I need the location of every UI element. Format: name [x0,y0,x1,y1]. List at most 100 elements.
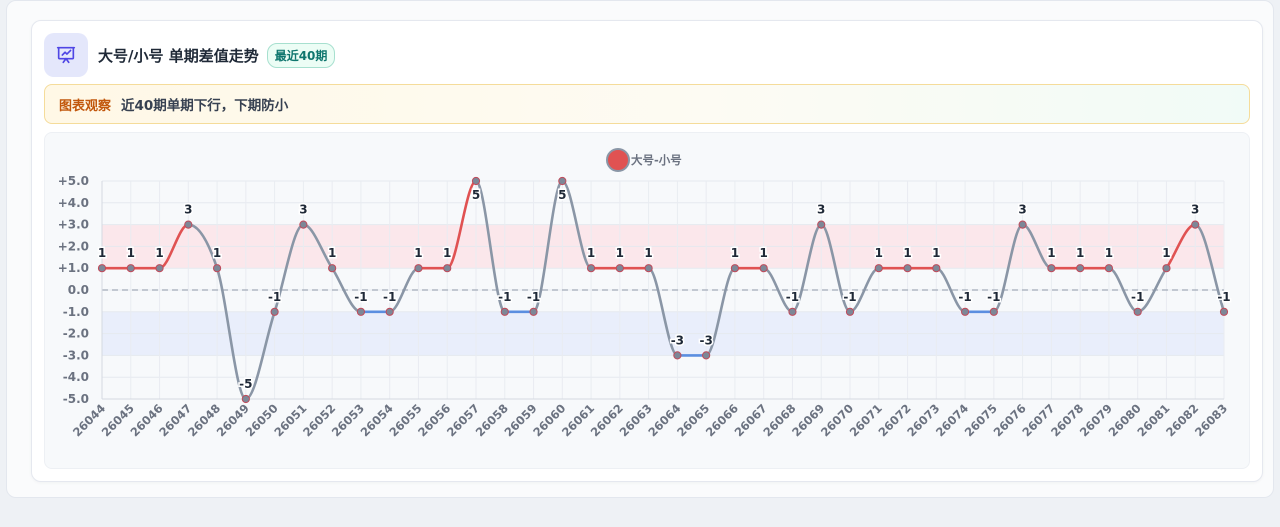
card-header: 大号/小号 单期差值走势 最近40期 [44,33,336,77]
data-point-26071[interactable] [874,264,883,273]
data-point-26064[interactable] [673,351,682,360]
data-point-26053[interactable] [356,307,366,316]
x-tick-label: 26083 [1192,401,1230,439]
y-tick-label: 0.0 [68,283,89,297]
data-label-26081: 1 [1162,246,1170,260]
data-point-26066[interactable] [730,264,740,273]
data-point-26045[interactable] [126,264,135,273]
data-point-26047[interactable] [184,220,193,229]
data-label-26072: 1 [903,246,911,260]
y-tick-label: +5.0 [58,174,89,188]
data-point-26059[interactable] [529,307,538,316]
data-point-26063[interactable] [644,264,653,273]
data-label-26054: -1 [383,290,396,304]
chart-card: 大号/小号 单期差值走势 最近40期 图表观察 近40期单期下行，下期防小 +5… [31,20,1263,482]
legend-label: 大号-小号 [631,153,682,167]
data-point-26051[interactable] [299,220,308,229]
data-point-26058[interactable] [500,307,509,316]
data-point-26069[interactable] [817,220,826,229]
y-tick-label: +3.0 [58,218,89,232]
data-point-26061[interactable] [586,264,596,273]
series-line-segment [445,179,478,270]
data-label-26070: -1 [843,290,856,304]
data-point-26062[interactable] [615,264,624,273]
y-tick-label: -5.0 [63,392,89,406]
data-point-26076[interactable] [1018,220,1027,229]
data-label-26071: 1 [875,246,883,260]
data-point-26056[interactable] [443,264,452,273]
data-point-26070[interactable] [845,307,855,316]
data-point-26073[interactable] [932,264,941,273]
y-tick-label: +1.0 [58,261,89,275]
data-label-26064: -3 [671,333,684,347]
data-label-26055: 1 [414,246,422,260]
data-point-26050[interactable] [270,307,279,316]
page-container: 大号/小号 单期差值走势 最近40期 图表观察 近40期单期下行，下期防小 +5… [6,0,1274,498]
series-line-segment [704,266,737,357]
data-label-26062: 1 [616,246,624,260]
data-point-26055[interactable] [414,264,423,273]
data-label-26052: 1 [328,246,336,260]
observation-label: 图表观察 [59,98,112,114]
data-point-26054[interactable] [385,307,394,316]
data-point-26067[interactable] [759,264,768,273]
data-label-26056: 1 [443,246,451,260]
data-point-26065[interactable] [702,351,711,360]
data-label-26057: 5 [472,188,480,202]
data-label-26066: 1 [731,246,739,260]
y-tick-label: -4.0 [63,370,89,384]
data-label-26074: -1 [958,290,971,304]
data-label-26068: -1 [786,290,799,304]
chart-legend[interactable]: 大号-小号 [606,148,682,172]
data-point-26080[interactable] [1133,307,1142,316]
data-label-26051: 3 [299,203,307,217]
data-point-26078[interactable] [1076,264,1085,273]
data-label-26075: -1 [987,290,1000,304]
y-tick-label: -3.0 [63,348,89,362]
data-label-26045: 1 [127,246,135,260]
data-point-26072[interactable] [903,264,912,273]
observation-text: 近40期单期下行，下期防小 [121,98,289,114]
data-point-26052[interactable] [328,264,337,273]
data-label-26083: -1 [1217,290,1230,304]
y-tick-label: +2.0 [58,239,89,253]
data-point-26068[interactable] [788,307,797,316]
series-line-segment [532,179,564,314]
data-point-26060[interactable] [558,176,567,186]
series-line-segment [819,223,852,314]
data-point-26046[interactable] [155,264,164,273]
data-label-26073: 1 [932,246,940,260]
observation-banner: 图表观察 近40期单期下行，下期防小 [44,84,1250,124]
data-label-26065: -3 [699,333,712,347]
data-point-26074[interactable] [960,307,970,316]
data-point-26083[interactable] [1219,307,1229,316]
data-label-26067: 1 [760,246,768,260]
period-badge: 最近40期 [266,42,336,68]
data-point-26082[interactable] [1191,220,1200,229]
data-label-26053: -1 [354,290,367,304]
y-tick-label: -2.0 [63,327,89,341]
data-point-26049[interactable] [241,394,250,404]
data-point-26081[interactable] [1162,264,1171,273]
data-point-26048[interactable] [212,264,222,273]
data-point-26044[interactable] [97,264,107,273]
data-point-26077[interactable] [1047,264,1056,273]
data-label-26077: 1 [1047,246,1055,260]
data-label-26044: 1 [98,246,106,260]
data-label-26076: 3 [1018,203,1026,217]
data-label-26060: 5 [558,188,566,202]
data-point-26079[interactable] [1104,264,1114,273]
data-label-26080: -1 [1131,290,1144,304]
legend-marker [606,148,630,172]
data-point-26057[interactable] [471,176,481,186]
chart-title: 大号/小号 单期差值走势 [98,46,259,65]
data-label-26047: 3 [184,203,192,217]
data-label-26061: 1 [587,246,595,260]
data-label-26050: -1 [268,290,281,304]
data-label-26063: 1 [644,246,652,260]
series-line-segment [791,223,823,314]
data-point-26075[interactable] [989,307,998,316]
data-label-26069: 3 [817,203,825,217]
chart-area: +5.0 +4.0 +3.0 +2.0 +1.0 0.0 -1.0 -2.0 -3.0 -4.0 -… [44,132,1250,469]
data-label-26059: -1 [527,290,540,304]
